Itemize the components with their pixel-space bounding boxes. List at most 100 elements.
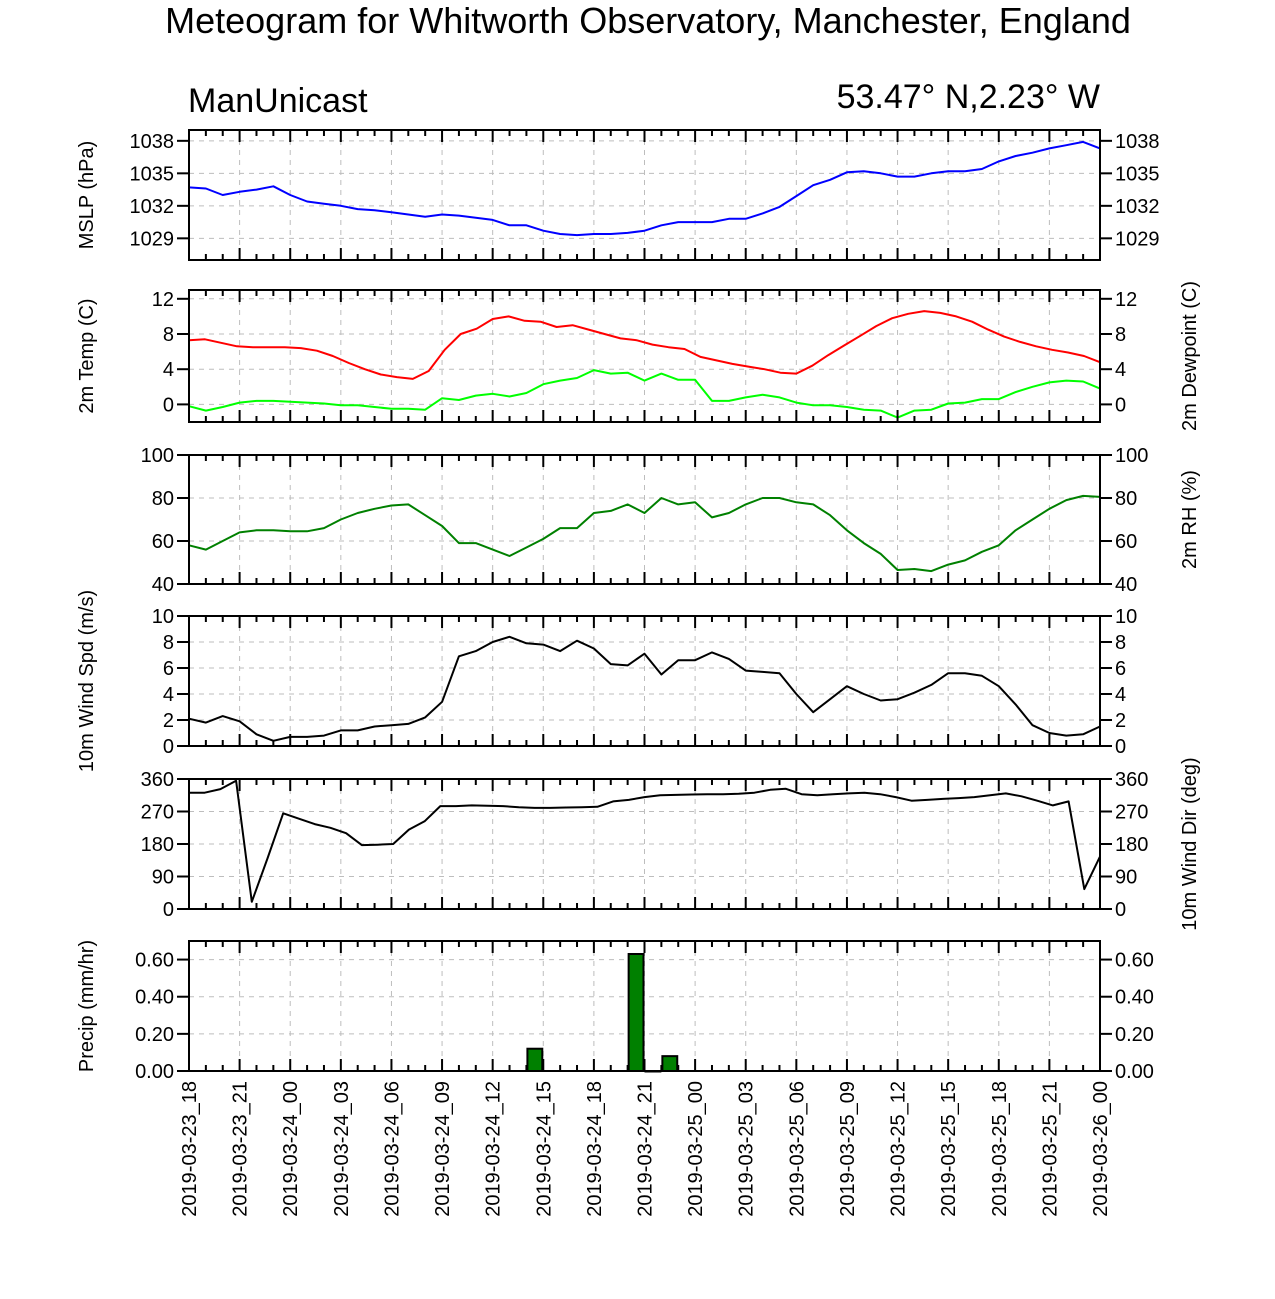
x-tick-label: 2019-03-24_15: [533, 1081, 555, 1217]
y-tick-label-right: 0.40: [1115, 987, 1154, 1009]
y-tick-label-left: 40: [152, 574, 174, 596]
y-tick-label-right: 6: [1115, 658, 1126, 680]
y-tick-label-left: 100: [141, 445, 174, 467]
y-axis-title-right: 2m Dewpoint (C): [1179, 281, 1201, 431]
y-tick-label-left: 12: [152, 289, 174, 311]
y-tick-label-left: 0.20: [135, 1024, 174, 1046]
y-tick-label-right: 1038: [1115, 131, 1160, 153]
x-tick-label: 2019-03-25_03: [736, 1081, 758, 1217]
location-label: 53.47° N,2.23° W: [837, 78, 1100, 116]
panel-wdir: 0 0 90 90 180 180 270 270 360 360 10m Wind Dir (de…: [141, 757, 1201, 930]
x-tick-label: 2019-03-24_03: [331, 1081, 353, 1217]
y-axis-title-left: MSLP (hPa): [76, 141, 98, 250]
y-axis-wdir: 0 0 90 90 180 180 270 270 360 360: [141, 769, 1149, 921]
x-tick-label: 2019-03-26_00: [1090, 1081, 1112, 1217]
panel-temp: 0 0 4 4 8 8 12 12 2m Temp (C) 2m Dewpoint (C): [76, 281, 1201, 431]
panels: 1029 1029 1032 1032 1035 1035 1038 1038 MSLP (hP…: [76, 129, 1201, 1083]
x-tick-label: 2019-03-25_06: [786, 1081, 808, 1217]
y-axis-title-right: 10m Wind Dir (deg): [1179, 757, 1201, 930]
y-tick-label-left: 1029: [130, 228, 175, 250]
x-tick-label: 2019-03-25_09: [837, 1081, 859, 1217]
x-ticks-wspd: [188, 616, 1101, 746]
y-tick-label-left: 0: [163, 736, 174, 758]
x-tick-label: 2019-03-25_18: [989, 1081, 1011, 1217]
y-axis-temp: 0 0 4 4 8 8 12 12: [152, 289, 1138, 417]
x-tick-label: 2019-03-25_21: [1039, 1081, 1061, 1217]
precip-bar: [661, 1055, 679, 1072]
x-tick-label: 2019-03-24_12: [483, 1081, 505, 1217]
series-line-mslp-0: [188, 140, 1101, 237]
series-line-wspd-0: [188, 635, 1101, 742]
y-tick-label-right: 60: [1115, 531, 1137, 553]
y-axis-rh: 40 40 60 60 80 80 100 100: [141, 445, 1149, 596]
y-tick-label-left: 10: [152, 606, 174, 628]
gridlines-precip: [189, 941, 1100, 1071]
x-tick-label: 2019-03-24_06: [381, 1081, 403, 1217]
series-line-temp-0: [188, 310, 1101, 380]
y-tick-label-right: 0: [1115, 899, 1126, 921]
y-axis-title-left: Precip (mm/hr): [76, 940, 98, 1072]
y-tick-label-right: 180: [1115, 834, 1148, 856]
y-tick-label-right: 100: [1115, 445, 1148, 467]
y-axis-title-left: 2m Temp (C): [76, 298, 98, 413]
series-line-rh-0: [188, 494, 1101, 573]
y-tick-label-right: 8: [1115, 632, 1126, 654]
y-tick-label-right: 80: [1115, 488, 1137, 510]
x-tick-label: 2019-03-24_00: [280, 1081, 302, 1217]
gridlines-wspd: [189, 616, 1100, 746]
y-tick-label-left: 8: [163, 324, 174, 346]
panel-rh: 40 40 60 60 80 80 100 100 2m RH (%): [141, 445, 1201, 596]
x-ticks-rh: [188, 455, 1101, 584]
y-tick-label-right: 4: [1115, 684, 1126, 706]
source-label: ManUnicast: [188, 82, 368, 120]
x-axis: 2019-03-23_18 2019-03-23_21 2019-03-24_00 2…: [179, 1081, 1112, 1217]
y-tick-label-right: 8: [1115, 324, 1126, 346]
x-tick-label: 2019-03-25_15: [938, 1081, 960, 1217]
panel-wspd: 0 0 2 2 4 4 6 6 8 8 10 10 10m Wind Spd (m/s): [76, 590, 1137, 772]
y-tick-label-right: 10: [1115, 606, 1137, 628]
y-tick-label-left: 360: [141, 769, 174, 791]
x-tick-label: 2019-03-23_18: [179, 1081, 201, 1217]
y-axis-title-left: 10m Wind Spd (m/s): [76, 590, 98, 772]
chart-title: Meteogram for Whitworth Observatory, Man…: [165, 0, 1131, 41]
y-tick-label-right: 0.20: [1115, 1024, 1154, 1046]
y-tick-label-left: 90: [152, 867, 174, 889]
y-tick-label-left: 4: [163, 684, 174, 706]
y-axis-title-right: 2m RH (%): [1179, 470, 1201, 569]
x-tick-label: 2019-03-25_00: [685, 1081, 707, 1217]
y-tick-label-left: 0: [163, 899, 174, 921]
y-tick-label-left: 270: [141, 802, 174, 824]
y-tick-label-right: 0: [1115, 736, 1126, 758]
x-tick-label: 2019-03-25_12: [888, 1081, 910, 1217]
y-tick-label-left: 6: [163, 658, 174, 680]
y-tick-label-left: 4: [163, 359, 174, 381]
y-tick-label-left: 0.60: [135, 950, 174, 972]
y-tick-label-left: 1038: [130, 131, 175, 153]
gridlines-mslp: [189, 130, 1100, 260]
y-tick-label-right: 1029: [1115, 228, 1160, 250]
precip-bar: [627, 953, 645, 1072]
x-tick-label: 2019-03-23_21: [230, 1081, 252, 1217]
y-axis-wspd: 0 0 2 2 4 4 6 6 8 8 10 10: [152, 606, 1138, 758]
y-tick-label-right: 2: [1115, 710, 1126, 732]
x-tick-label: 2019-03-24_21: [635, 1081, 657, 1217]
y-axis-mslp: 1029 1029 1032 1032 1035 1035 1038 1038: [130, 131, 1160, 251]
y-tick-label-left: 0: [163, 394, 174, 416]
y-tick-label-right: 270: [1115, 802, 1148, 824]
y-tick-label-right: 0.00: [1115, 1061, 1154, 1083]
y-tick-label-right: 40: [1115, 574, 1137, 596]
y-tick-label-left: 1032: [130, 196, 175, 218]
y-tick-label-left: 60: [152, 531, 174, 553]
y-tick-label-right: 1035: [1115, 163, 1160, 185]
panel-precip: 0.00 0.00 0.20 0.20 0.40 0.40 0.60 0.60 Precip (…: [76, 940, 1154, 1083]
y-tick-label-left: 80: [152, 488, 174, 510]
y-tick-label-left: 180: [141, 834, 174, 856]
y-tick-label-right: 1032: [1115, 196, 1160, 218]
gridlines-rh: [189, 455, 1100, 584]
y-tick-label-right: 90: [1115, 867, 1137, 889]
y-tick-label-left: 1035: [130, 163, 175, 185]
x-tick-label: 2019-03-24_09: [432, 1081, 454, 1217]
y-tick-label-left: 0.00: [135, 1061, 174, 1083]
panel-mslp: 1029 1029 1032 1032 1035 1035 1038 1038 MSLP (hP…: [76, 129, 1160, 261]
